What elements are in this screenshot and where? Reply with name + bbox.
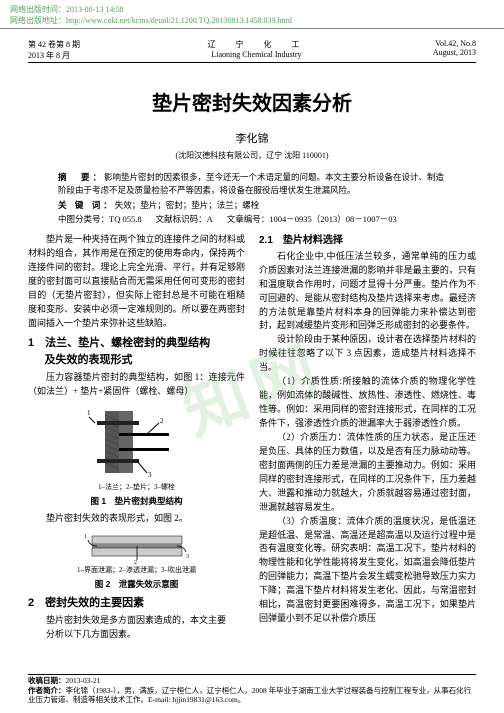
issue-info: 第 42 卷第 8 期 <box>28 39 80 50</box>
para: 垫片密封失效是多方面因素造成的，本文主要 <box>28 614 245 628</box>
svg-text:1: 1 <box>84 534 87 540</box>
abstract-text: 影响垫片密封的因素很多，至今还无一个术语定量的问题。本文主要分析设备在设计、制造… <box>58 172 444 195</box>
figure-2-caption: 图 2 泄露失效示意图 <box>28 578 245 591</box>
figure-1-legend: 1–法兰；2–垫片；3–螺栓 <box>28 482 245 493</box>
heading-2: 2 密封失效的主要因素 <box>28 595 245 612</box>
author-bio: 李化锦（1983-），男，满族，辽宁桓仁人，辽宁桓仁人，2008 年毕业于湖南工… <box>28 686 471 705</box>
abstract-label: 摘 要： <box>58 172 104 182</box>
article-no: 1004－0935（2013）08－1007－03 <box>269 214 397 224</box>
para: 分析以下几方面因素。 <box>28 628 245 642</box>
source-url[interactable]: http://www.cnki.net/kcms/detail/21.1200.… <box>66 16 292 25</box>
article-no-label: 文章编号： <box>227 214 270 224</box>
journal-name-en: Liaoning Chemical Industry <box>207 50 305 59</box>
para: （2）介质压力：流体性质的压力状态，是正压还是负压、具体的压力数值，以及是否有压… <box>259 431 476 515</box>
svg-text:2: 2 <box>134 560 137 564</box>
para: （1）介质性质:所接触的流体介质的物理化学性能，例如流体的酸碱性、放热性、渗透性… <box>259 375 476 431</box>
figure-1-caption: 图 1 垫片密封典型结构 <box>28 495 245 508</box>
vol-no: Vol.42, No.8 <box>433 39 476 48</box>
paper-title: 垫片密封失效因素分析 <box>28 87 476 116</box>
classification-line: 中图分类号：TQ 055.8 文献标识码：A 文章编号：1004－0935（20… <box>28 213 476 225</box>
author: 李化锦 <box>28 130 476 146</box>
svg-text:2: 2 <box>160 417 164 425</box>
author-bio-label: 作者简介： <box>28 686 66 695</box>
keywords-label: 关 键 词： <box>58 200 115 210</box>
para: 垫片是一种夹持在两个独立的连接件之间的材料或材料的组合，其作用是在预定的使用寿命… <box>28 233 245 331</box>
para: 设计阶段由于某种原因，设计者在选择垫片材料的时候往往忽略了以下 3 点因素，造成… <box>259 333 476 375</box>
pubtime-value: 2013-08-13 14:58 <box>66 5 124 14</box>
para: 垫片密封失效的表现形式，如图 2。 <box>28 512 245 526</box>
class-no: 中图分类号：TQ 055.8 <box>58 213 142 225</box>
svg-text:3: 3 <box>148 471 152 479</box>
recv-date: 2013-03-21 <box>66 676 101 685</box>
figure-2-legend: 1–界面泄漏；2–渗透泄漏；3–吹出泄漏 <box>28 565 245 576</box>
keywords-text: 失效；垫片；密封；垫片；法兰；螺栓 <box>115 200 260 210</box>
affiliation: (沈阳汉德科技有限公司，辽宁 沈阳 110001) <box>28 150 476 161</box>
figure-2-svg: 1 2 3 <box>82 530 192 564</box>
para: （3）介质温度：流体介质的温度状况，是低温还是超低温、是常温、高温还是超高温以及… <box>259 515 476 627</box>
para: 压力容器垫片密封的典型结构，如图 1：连接元件（如法兰）+ 垫片+紧固件（螺栓、… <box>28 371 245 399</box>
para: 石化企业中,中低压法兰较多，通常单纯的压力或介质因素对法兰连接泄漏的影响并非是最… <box>259 250 476 334</box>
journal-name-cn: 辽 宁 化 工 <box>207 39 305 50</box>
journal-header: 第 42 卷第 8 期 2013 年 8 月 辽 宁 化 工 Liaoning … <box>28 39 476 63</box>
heading-2-1: 2.1 垫片材料选择 <box>259 233 476 249</box>
svg-text:1: 1 <box>87 409 91 417</box>
doc-code-label: 文献标识码： <box>156 214 207 224</box>
url-label: 网络出版地址： <box>10 16 66 25</box>
recv-date-label: 收稿日期： <box>28 676 66 685</box>
pubtime-label: 网络出版时间： <box>10 5 66 14</box>
figure-2: 1 2 3 1–界面泄漏；2–渗透泄漏；3–吹出泄漏 图 2 泄露失效示意图 <box>28 530 245 591</box>
figure-1: 1 2 3 1–法兰；2–垫片；3–螺栓 图 1 垫片密封典型结构 <box>28 403 245 508</box>
pub-month: August, 2013 <box>433 48 476 57</box>
body-columns: 垫片是一种夹持在两个独立的连接件之间的材料或材料的组合，其作用是在预定的使用寿命… <box>28 233 476 641</box>
heading-1: 1 法兰、垫片、螺栓密封的典型结构 及失效的表现形式 <box>28 335 245 369</box>
issue-date: 2013 年 8 月 <box>28 50 80 61</box>
svg-text:3: 3 <box>186 554 189 560</box>
footer: 收稿日期：2013-03-21 作者简介：李化锦（1983-），男，满族，辽宁桓… <box>28 674 476 705</box>
doc-code: A <box>207 214 213 224</box>
abstract-block: 摘 要：影响垫片密封的因素很多，至今还无一个术语定量的问题。本文主要分析设备在设… <box>28 171 476 211</box>
cnki-topbar: 网络出版时间：2013-08-13 14:58 网络出版地址：http://ww… <box>0 0 504 29</box>
figure-1-svg: 1 2 3 <box>87 403 187 481</box>
